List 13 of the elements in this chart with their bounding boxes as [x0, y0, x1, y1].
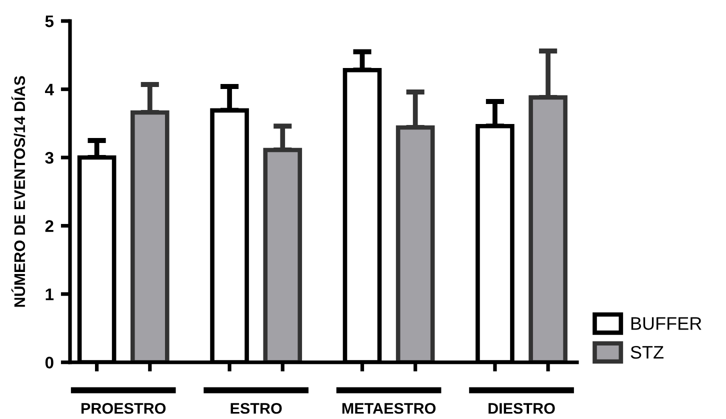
y-tick-label: 0: [45, 356, 54, 369]
legend-label: BUFFER: [631, 317, 702, 330]
y-axis-title: NÚMERO DE EVENTOS/14 DÍAS: [11, 76, 26, 307]
y-tick-label: 5: [45, 16, 54, 28]
y-tick-label: 1: [46, 288, 54, 300]
y-tick-label: 3: [45, 152, 54, 164]
x-tick-label: DIESTRO: [488, 402, 555, 414]
y-tick-label: 4: [45, 84, 54, 96]
x-tick-label: METAESTRO: [342, 402, 436, 414]
x-tick-label: ESTRO: [230, 402, 282, 414]
legend-label: STZ: [630, 346, 664, 359]
y-tick-label: 2: [45, 220, 54, 232]
x-tick-label: PROESTRO: [82, 402, 166, 414]
